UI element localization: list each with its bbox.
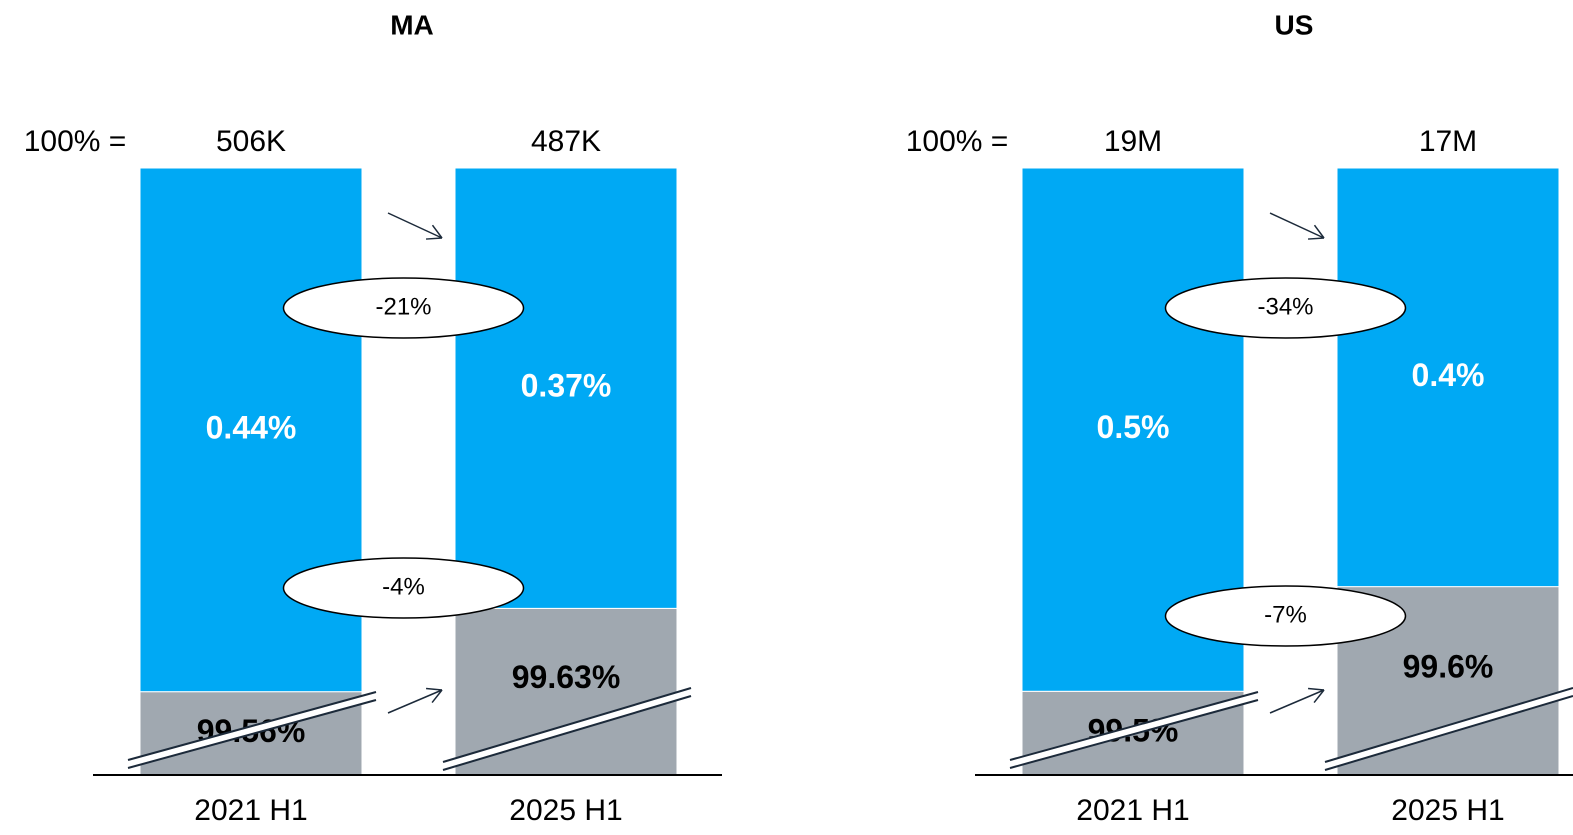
total: 506K bbox=[216, 125, 286, 158]
arrow-head bbox=[426, 687, 443, 691]
grey-value-label: 99.6% bbox=[1403, 648, 1494, 684]
total: 19M bbox=[1104, 125, 1162, 158]
chart-title: US bbox=[1275, 9, 1314, 40]
x-tick-label: 2025 H1 bbox=[509, 794, 622, 827]
change-bubble bbox=[282, 557, 525, 619]
axis-break-line bbox=[442, 687, 692, 763]
blue-value-label: 0.44% bbox=[206, 409, 297, 445]
blue-value-label: 0.5% bbox=[1097, 409, 1170, 445]
axis-break bbox=[1010, 692, 1258, 768]
arrow-head bbox=[1313, 689, 1325, 704]
change-bubble bbox=[1164, 277, 1407, 339]
bar-segment bbox=[454, 167, 678, 609]
axis-break-line bbox=[1324, 695, 1573, 771]
total-label: 100% = bbox=[906, 125, 1009, 158]
arrow-head bbox=[431, 689, 443, 704]
axis-break-line bbox=[1009, 691, 1259, 761]
arrow bbox=[387, 689, 443, 714]
chart-title: MA bbox=[390, 9, 434, 40]
arrow bbox=[1269, 212, 1325, 239]
change-label: -4% bbox=[382, 573, 425, 600]
blue-value-label: 0.37% bbox=[521, 368, 612, 404]
arrow bbox=[1269, 689, 1325, 714]
x-tick-label: 2021 H1 bbox=[194, 794, 307, 827]
arrow-head bbox=[431, 224, 443, 239]
axis-break bbox=[443, 688, 691, 770]
arrow bbox=[387, 212, 443, 239]
bar-segment bbox=[1336, 167, 1560, 588]
arrow-head bbox=[1308, 687, 1325, 691]
change-bubble bbox=[282, 277, 525, 339]
grey-value-label: 99.63% bbox=[512, 659, 621, 695]
x-tick-label: 2021 H1 bbox=[1076, 794, 1189, 827]
total-label: 100% = bbox=[24, 125, 127, 158]
axis-break bbox=[128, 692, 376, 768]
arrow-head bbox=[425, 237, 443, 240]
change-label: -7% bbox=[1264, 601, 1307, 628]
axis-break-line bbox=[1324, 687, 1573, 763]
axis-break-line bbox=[1009, 699, 1259, 769]
total: 487K bbox=[531, 125, 601, 158]
blue-value-label: 0.4% bbox=[1412, 357, 1485, 393]
total: 17M bbox=[1419, 125, 1477, 158]
change-label: -34% bbox=[1257, 293, 1313, 320]
arrow-head bbox=[1307, 237, 1325, 240]
axis-break bbox=[1325, 688, 1573, 770]
x-tick-label: 2025 H1 bbox=[1391, 794, 1504, 827]
change-bubble bbox=[1164, 585, 1407, 647]
axis-break-line bbox=[127, 691, 377, 761]
change-label: -21% bbox=[375, 293, 431, 320]
axis-break-line bbox=[442, 695, 692, 771]
arrow-head bbox=[1313, 224, 1325, 239]
axis-break-line bbox=[127, 699, 377, 769]
